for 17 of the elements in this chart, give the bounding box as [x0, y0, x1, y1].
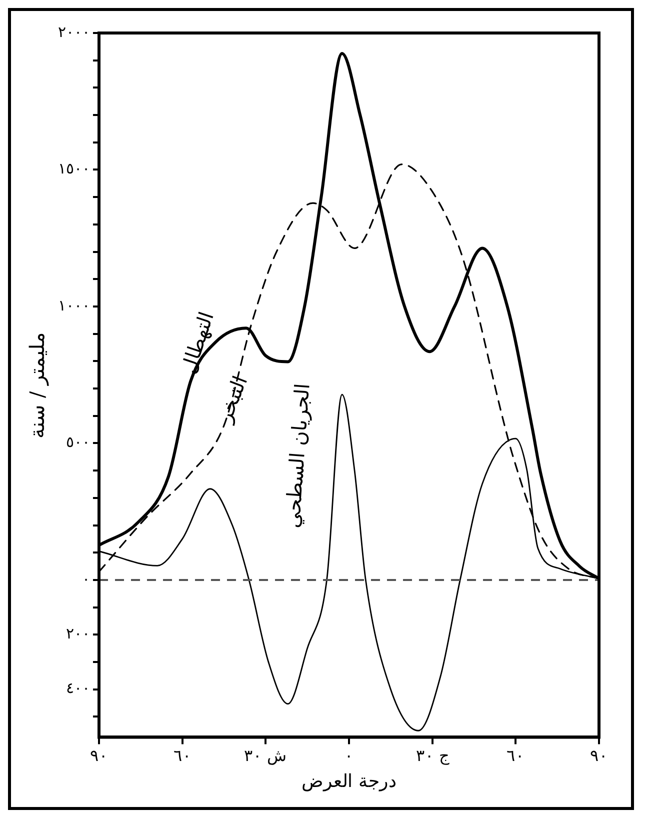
y-tick-label: ١٥٠٠ — [58, 160, 90, 178]
y-axis-title: مليمتر / سنة — [25, 332, 50, 438]
x-tick-label: ٠ — [344, 746, 354, 765]
y-tick-label: ٤٠٠ — [66, 679, 90, 698]
y-tick-label: ٥٠٠ — [66, 433, 90, 452]
y-tick-label: ٢٠٠ — [66, 624, 90, 643]
x-tick-label: ٩٠ — [90, 746, 108, 765]
y-tick-label: ٠ — [82, 570, 90, 588]
y-tick-label: ٢٠٠٠ — [58, 22, 90, 41]
x-axis-title: درجة العرض — [302, 770, 396, 792]
x-tick-label: ٦٠ — [506, 746, 525, 765]
text: الجريان السطحي — [280, 382, 314, 529]
x-tick-label: ش ٣٠ — [244, 746, 288, 765]
x-tick-label: ٩٠ — [590, 746, 608, 765]
x-tick-label: ٦٠ — [173, 746, 192, 765]
x-tick-label: ج ٣٠ — [416, 746, 450, 765]
y-tick-label: ١٠٠٠ — [58, 296, 90, 314]
